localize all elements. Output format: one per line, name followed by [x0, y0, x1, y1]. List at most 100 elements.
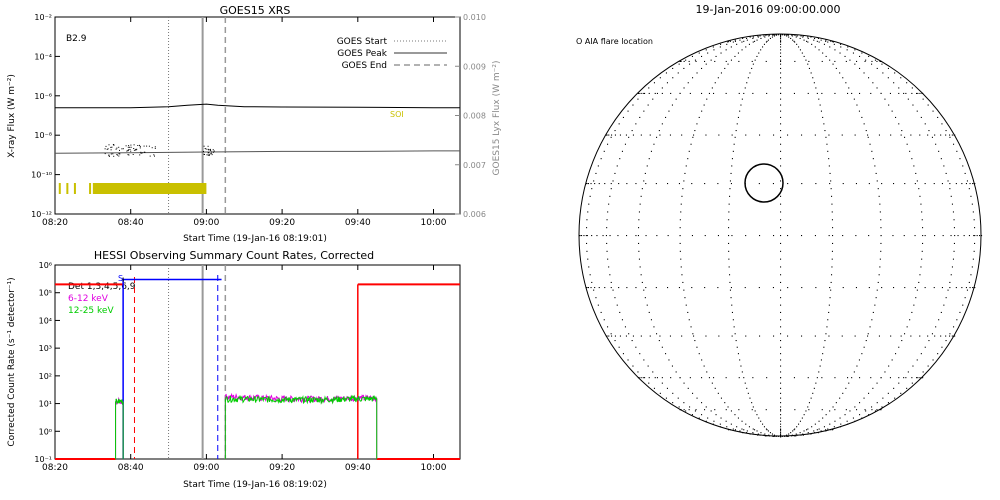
grid-dot: [720, 52, 722, 54]
grid-dot: [905, 377, 907, 379]
grid-dot: [835, 67, 837, 69]
grid-dot: [668, 110, 670, 112]
grid-dot: [864, 60, 866, 62]
grid-dot: [912, 104, 914, 106]
grid-dot: [916, 180, 918, 182]
grid-dot: [594, 183, 596, 185]
grid-dot: [801, 417, 803, 419]
grid-dot: [746, 37, 748, 39]
grid-dot: [916, 377, 918, 379]
grid-dot: [810, 36, 812, 38]
grid-dot: [808, 67, 810, 69]
grid-dot: [953, 219, 955, 221]
grid-dot: [854, 406, 856, 408]
grid-dot: [865, 59, 867, 61]
grid-dot: [614, 335, 616, 337]
grid-dot: [728, 250, 730, 252]
grid-dot: [829, 287, 831, 289]
grid-dot: [741, 420, 743, 422]
grid-dot: [714, 60, 716, 62]
grid-dot: [649, 134, 651, 136]
grid-dot: [720, 43, 722, 45]
grid-dot: [941, 123, 943, 125]
grid-dot: [729, 429, 731, 431]
grid-dot: [766, 34, 768, 36]
grid-dot: [875, 172, 877, 174]
grid-dot: [658, 340, 660, 342]
grid-dot: [640, 195, 642, 197]
grid-dot: [920, 353, 922, 355]
grid-dot: [737, 417, 739, 419]
grid-dot: [734, 39, 736, 41]
grid-dot: [795, 433, 797, 435]
grid-dot: [780, 433, 782, 435]
goes-noise-point: [210, 148, 211, 150]
grid-dot: [916, 289, 918, 291]
grid-dot: [714, 387, 716, 389]
grid-dot: [933, 287, 935, 289]
grid-dot: [826, 143, 828, 145]
grid-dot: [608, 266, 610, 268]
grid-dot: [786, 35, 788, 37]
grid-dot: [752, 433, 754, 435]
goes-noise-point: [207, 152, 209, 154]
grid-dot: [973, 219, 975, 221]
grid-dot: [877, 188, 879, 190]
goes-noise-point: [104, 148, 106, 150]
goes-noise-point: [110, 146, 112, 148]
grid-dot: [820, 39, 822, 41]
aia-sun-map: [578, 33, 983, 438]
goes-y2-tick-label: 0.010: [463, 13, 486, 22]
grid-dot: [681, 195, 683, 197]
grid-dot: [833, 426, 835, 428]
grid-dot: [608, 134, 610, 136]
grid-dot: [762, 423, 764, 425]
grid-dot: [768, 435, 770, 437]
grid-dot: [911, 158, 913, 160]
grid-dot: [701, 359, 703, 361]
grid-dot: [807, 377, 809, 379]
grid-dot: [635, 123, 637, 125]
grid-dot: [659, 392, 661, 394]
grid-dot: [679, 60, 681, 62]
grid-dot: [758, 183, 760, 185]
grid-dot: [808, 402, 810, 404]
grid-dot: [655, 183, 657, 185]
grid-dot: [743, 92, 745, 94]
grid-dot: [830, 281, 832, 283]
grid-dot: [895, 353, 897, 355]
grid-dot: [945, 172, 947, 174]
grid-dot: [879, 266, 881, 268]
grid-dot: [760, 420, 762, 422]
grid-dot: [863, 397, 865, 399]
grid-dot: [827, 428, 829, 430]
grid-dot: [974, 242, 976, 244]
grid-dot: [949, 183, 951, 185]
grid-dot: [678, 63, 680, 65]
grid-dot: [729, 188, 731, 190]
grid-dot: [631, 130, 633, 132]
grid-dot: [622, 353, 624, 355]
grid-dot: [628, 333, 630, 335]
grid-dot: [942, 235, 944, 237]
grid-dot: [793, 435, 795, 437]
grid-dot: [854, 134, 856, 136]
grid-dot: [940, 311, 942, 313]
grid-dot: [932, 110, 934, 112]
grid-dot: [640, 274, 642, 276]
grid-dot: [858, 359, 860, 361]
grid-dot: [695, 409, 697, 411]
grid-dot: [840, 43, 842, 45]
grid-dot: [802, 36, 804, 38]
grid-dot: [696, 123, 698, 125]
grid-dot: [947, 289, 949, 291]
grid-dot: [818, 49, 820, 51]
hessi-6-12kev-line: [224, 392, 378, 404]
grid-dot: [876, 382, 878, 384]
grid-dot: [780, 35, 782, 37]
grid-dot: [628, 136, 630, 138]
grid-dot: [814, 37, 816, 39]
grid-dot: [739, 359, 741, 361]
grid-dot: [916, 92, 918, 94]
grid-dot: [914, 235, 916, 237]
